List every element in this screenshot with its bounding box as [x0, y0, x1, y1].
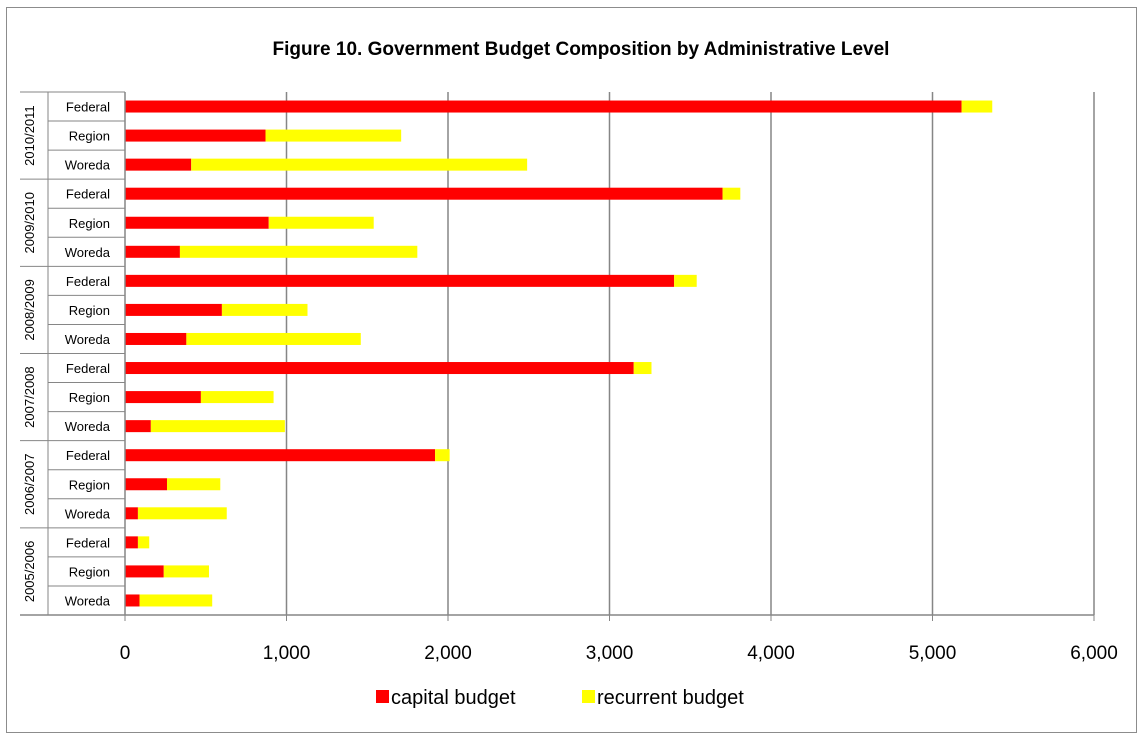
- x-tick-label: 3,000: [586, 643, 634, 664]
- bar-recurrent-budget: [674, 274, 697, 287]
- category-label: Federal: [66, 361, 110, 376]
- x-tick-label: 6,000: [1070, 643, 1118, 664]
- bar-capital-budget: [125, 100, 962, 113]
- bar-recurrent-budget: [191, 158, 528, 171]
- category-label: Federal: [66, 274, 110, 289]
- bar-recurrent-budget: [150, 420, 285, 433]
- category-label: Region: [69, 477, 110, 492]
- legend-label: capital budget: [391, 687, 516, 709]
- group-label: 2006/2007: [22, 454, 37, 515]
- chart-title: Figure 10. Government Budget Composition…: [273, 39, 890, 60]
- bar-recurrent-budget: [200, 391, 274, 404]
- bar-recurrent-budget: [961, 100, 993, 113]
- bar-recurrent-budget: [221, 303, 308, 316]
- x-tick-labels: 0 1,000 2,000 3,000 4,000 5,000 6,000: [120, 643, 1118, 664]
- bar-capital-budget: [125, 362, 634, 375]
- bar-capital-budget: [125, 332, 187, 345]
- gridlines: [285, 92, 1095, 615]
- legend-label: recurrent budget: [597, 687, 744, 709]
- bar-capital-budget: [125, 245, 180, 258]
- bar-capital-budget: [125, 129, 266, 142]
- x-tick-label: 2,000: [424, 643, 472, 664]
- bar-recurrent-budget: [186, 332, 361, 345]
- bar-capital-budget: [125, 536, 138, 549]
- bar-recurrent-budget: [163, 565, 209, 578]
- category-label: Federal: [66, 448, 110, 463]
- bar-capital-budget: [125, 565, 164, 578]
- bar-capital-budget: [125, 216, 269, 229]
- x-tick-label: 0: [120, 643, 131, 664]
- group-label: 2009/2010: [22, 192, 37, 253]
- bar-recurrent-budget: [137, 507, 227, 520]
- bar-recurrent-budget: [722, 187, 741, 200]
- category-label: Region: [69, 216, 110, 231]
- category-label: Region: [69, 303, 110, 318]
- bar-capital-budget: [125, 303, 222, 316]
- bar-capital-budget: [125, 594, 140, 607]
- bar-capital-budget: [125, 507, 138, 520]
- category-label: Region: [69, 390, 110, 405]
- bar-capital-budget: [125, 478, 167, 491]
- category-label: Woreda: [65, 245, 111, 260]
- x-tick-label: 5,000: [909, 643, 957, 664]
- category-label: Woreda: [65, 419, 111, 434]
- x-tick-label: 1,000: [263, 643, 311, 664]
- bar-capital-budget: [125, 187, 723, 200]
- category-label: Region: [69, 564, 110, 579]
- x-tick-label: 4,000: [747, 643, 795, 664]
- group-label: 2010/2011: [22, 105, 37, 166]
- category-label: Federal: [66, 187, 110, 202]
- bar-capital-budget: [125, 158, 192, 171]
- category-label: Region: [69, 129, 110, 144]
- category-labels: Federal Region Woreda Federal Region Woreda Fe…: [22, 100, 111, 609]
- category-label: Woreda: [65, 506, 111, 521]
- bars: [125, 100, 993, 607]
- category-label: Woreda: [65, 158, 111, 173]
- axes: [20, 91, 1095, 621]
- bar-capital-budget: [125, 274, 675, 287]
- category-label: Federal: [66, 100, 110, 115]
- bar-recurrent-budget: [179, 245, 418, 258]
- bar-recurrent-budget: [265, 129, 402, 142]
- category-label: Woreda: [65, 593, 111, 608]
- bar-recurrent-budget: [139, 594, 213, 607]
- group-label: 2005/2006: [22, 541, 37, 602]
- category-label: Federal: [66, 535, 110, 550]
- group-label: 2007/2008: [22, 366, 37, 427]
- legend-swatch: [376, 690, 389, 703]
- legend: capital budget recurrent budget: [376, 687, 744, 709]
- bar-recurrent-budget: [268, 216, 374, 229]
- bar-recurrent-budget: [633, 362, 652, 375]
- category-label: Woreda: [65, 332, 111, 347]
- bar-recurrent-budget: [137, 536, 150, 549]
- bar-capital-budget: [125, 420, 151, 433]
- bar-recurrent-budget: [166, 478, 221, 491]
- legend-swatch: [582, 690, 595, 703]
- group-label: 2008/2009: [22, 279, 37, 340]
- bar-capital-budget: [125, 391, 201, 404]
- bar-capital-budget: [125, 449, 436, 462]
- bar-recurrent-budget: [435, 449, 450, 462]
